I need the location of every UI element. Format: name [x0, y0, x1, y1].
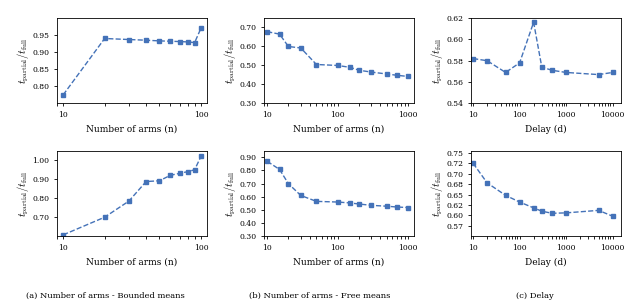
- X-axis label: Number of arms (n): Number of arms (n): [86, 125, 177, 134]
- X-axis label: Delay (d): Delay (d): [525, 257, 566, 267]
- Y-axis label: $t_{\mathrm{partial}}/t_{\mathrm{full}}$: $t_{\mathrm{partial}}/t_{\mathrm{full}}$: [222, 170, 238, 217]
- Y-axis label: $t_{\mathrm{partial}}/t_{\mathrm{full}}$: $t_{\mathrm{partial}}/t_{\mathrm{full}}$: [429, 37, 445, 84]
- X-axis label: Number of arms (n): Number of arms (n): [293, 125, 385, 134]
- Y-axis label: $t_{\mathrm{partial}}/t_{\mathrm{full}}$: $t_{\mathrm{partial}}/t_{\mathrm{full}}$: [15, 170, 31, 217]
- Text: (c) Delay: (c) Delay: [516, 292, 553, 300]
- Y-axis label: $t_{\mathrm{partial}}/t_{\mathrm{full}}$: $t_{\mathrm{partial}}/t_{\mathrm{full}}$: [429, 170, 445, 217]
- Y-axis label: $t_{\mathrm{partial}}/t_{\mathrm{full}}$: $t_{\mathrm{partial}}/t_{\mathrm{full}}$: [222, 37, 238, 84]
- Y-axis label: $t_{\mathrm{partial}}/t_{\mathrm{full}}$: $t_{\mathrm{partial}}/t_{\mathrm{full}}$: [15, 37, 31, 84]
- Text: (a) Number of arms - Bounded means: (a) Number of arms - Bounded means: [26, 292, 185, 300]
- X-axis label: Number of arms (n): Number of arms (n): [293, 257, 385, 267]
- X-axis label: Number of arms (n): Number of arms (n): [86, 257, 177, 267]
- X-axis label: Delay (d): Delay (d): [525, 125, 566, 134]
- Text: (b) Number of arms - Free means: (b) Number of arms - Free means: [250, 292, 390, 300]
